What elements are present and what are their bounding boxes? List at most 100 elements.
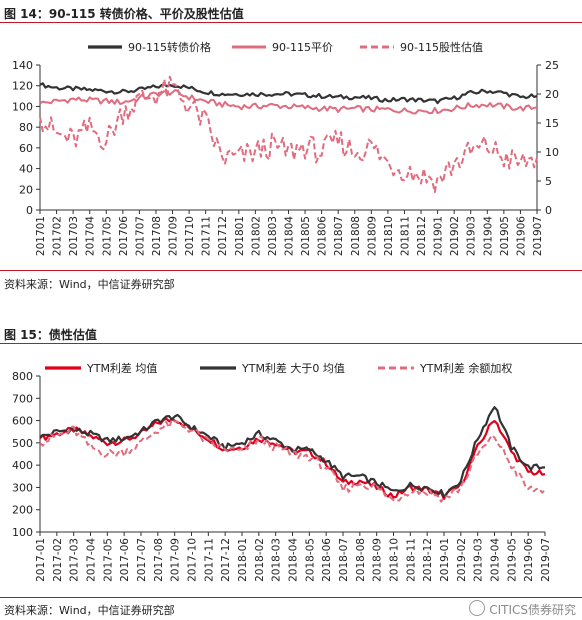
x-tick-label: 2018-11: [405, 538, 417, 582]
x-tick-label: 2019-04: [490, 538, 502, 582]
series-line: [39, 89, 538, 115]
y-tick-label: 400: [12, 459, 33, 472]
x-tick-label: 201710: [184, 216, 196, 256]
y-tick-label: 20: [19, 183, 33, 196]
legend-label: YTM利差 均值: [86, 361, 157, 375]
x-tick-label: 201906: [515, 216, 527, 256]
x-tick-label: 201703: [68, 216, 80, 256]
x-tick-label: 2017-01: [35, 538, 47, 582]
x-tick-label: 201711: [201, 216, 213, 256]
y-tick-label: 40: [19, 163, 33, 176]
x-tick-label: 201812: [416, 216, 428, 256]
x-tick-label: 201704: [85, 216, 97, 256]
figure1-title: 图 14：90-115 转债价格、平价及股性估值: [4, 7, 244, 21]
x-tick-label: 2018-06: [321, 538, 333, 582]
x-tick-label: 201707: [134, 216, 146, 256]
x-tick-label: 201705: [101, 216, 113, 256]
x-tick-label: 2019-07: [540, 538, 552, 582]
y-tick-label: 600: [12, 415, 33, 428]
chart2: 100 200 300 400 500 600 700 800 2017-01 2017-02 20…: [12, 361, 552, 582]
x-tick-label: 201807: [333, 216, 345, 256]
figure1-source-rule: [0, 270, 582, 271]
figure2-title-rule: [0, 343, 582, 344]
y-tick-label: 300: [12, 481, 33, 494]
y2-tick-label: 15: [545, 117, 559, 130]
x-tick-label: 2017-08: [153, 538, 165, 582]
x-tick-label: 201712: [217, 216, 229, 256]
x-tick-label: 201708: [151, 216, 163, 256]
y-tick-label: 120: [12, 80, 33, 93]
figure2-source-rule: [0, 597, 582, 598]
wechat-icon: [469, 600, 486, 616]
y-tick-label: 100: [12, 526, 33, 539]
x-tick-label: 201907: [532, 216, 544, 256]
x-tick-label: 201805: [300, 216, 312, 256]
x-tick-label: 2018-09: [372, 538, 384, 582]
x-tick-label: 201801: [234, 216, 246, 256]
legend-label: 90-115股性估值: [400, 40, 483, 54]
x-tick-label: 2017-07: [136, 538, 148, 582]
legend-label: YTM利差 余额加权: [419, 361, 512, 375]
y2-tick-label: 5: [545, 175, 552, 188]
y-tick-label: 100: [12, 100, 33, 113]
x-tick-label: 2018-08: [355, 538, 367, 582]
x-tick-label: 201809: [366, 216, 378, 256]
x-tick-label: 2019-06: [523, 538, 535, 582]
x-tick-label: 2017-09: [170, 538, 182, 582]
x-tick-label: 201701: [35, 216, 47, 256]
figure2-source: 资料来源：Wind，中信证券研究部: [4, 604, 175, 617]
y-tick-label: 200: [12, 504, 33, 517]
x-tick-label: 2018-04: [288, 538, 300, 582]
x-tick-label: 2017-11: [203, 538, 215, 582]
x-tick-label: 2017-03: [69, 538, 81, 582]
y-tick-label: 800: [12, 370, 33, 383]
x-tick-label: 201904: [482, 216, 494, 256]
x-tick-label: 201702: [52, 216, 64, 256]
y-tick-label: 0: [26, 204, 33, 217]
legend-label: 90-115平价: [272, 41, 333, 54]
x-tick-label: 2018-01: [237, 538, 249, 582]
x-tick-label: 2017-02: [52, 538, 64, 582]
x-tick-label: 2017-05: [102, 538, 114, 582]
chart1: 0 20 40 60 80 100 120 140 0 5 10 15 20 25 201701 201702…: [12, 40, 559, 256]
x-tick-label: 201806: [317, 216, 329, 256]
x-tick-label: 2018-05: [304, 538, 316, 582]
watermark: CITICS债券研究: [469, 600, 576, 618]
x-tick-label: 201810: [383, 216, 395, 256]
x-tick-label: 201811: [399, 216, 411, 256]
series-line: [39, 406, 546, 498]
x-tick-label: 2018-07: [338, 538, 350, 582]
x-tick-label: 201709: [168, 216, 180, 256]
x-tick-label: 201905: [499, 216, 511, 256]
y2-tick-label: 20: [545, 88, 559, 101]
x-tick-label: 201901: [433, 216, 445, 256]
figure1-title-rule: [0, 22, 582, 23]
x-tick-label: 201902: [449, 216, 461, 256]
y-tick-label: 80: [19, 121, 33, 134]
x-tick-label: 2018-12: [422, 538, 434, 582]
y-tick-label: 140: [12, 59, 33, 72]
x-tick-label: 2017-12: [220, 538, 232, 582]
watermark-text: CITICS债券研究: [489, 603, 576, 617]
x-tick-label: 2018-03: [271, 538, 283, 582]
series-line: [39, 75, 538, 194]
x-tick-label: 201903: [466, 216, 478, 256]
figure1-source: 资料来源：Wind，中信证券研究部: [4, 278, 175, 291]
x-tick-label: 201804: [284, 216, 296, 256]
y-tick-label: 500: [12, 437, 33, 450]
x-tick-label: 2019-01: [439, 538, 451, 582]
x-tick-label: 2019-03: [473, 538, 485, 582]
legend-label: 90-115转债价格: [128, 40, 211, 54]
x-tick-label: 201706: [118, 216, 130, 256]
y-tick-label: 700: [12, 392, 33, 405]
x-tick-label: 2017-06: [119, 538, 131, 582]
y2-tick-label: 25: [545, 59, 559, 72]
x-tick-label: 201803: [267, 216, 279, 256]
x-tick-label: 2017-10: [187, 538, 199, 582]
x-tick-label: 201808: [350, 216, 362, 256]
x-tick-label: 2018-10: [389, 538, 401, 582]
x-tick-label: 2019-02: [456, 538, 468, 582]
x-tick-label: 201802: [250, 216, 262, 256]
series-line: [39, 82, 538, 105]
y2-tick-label: 0: [545, 204, 552, 217]
